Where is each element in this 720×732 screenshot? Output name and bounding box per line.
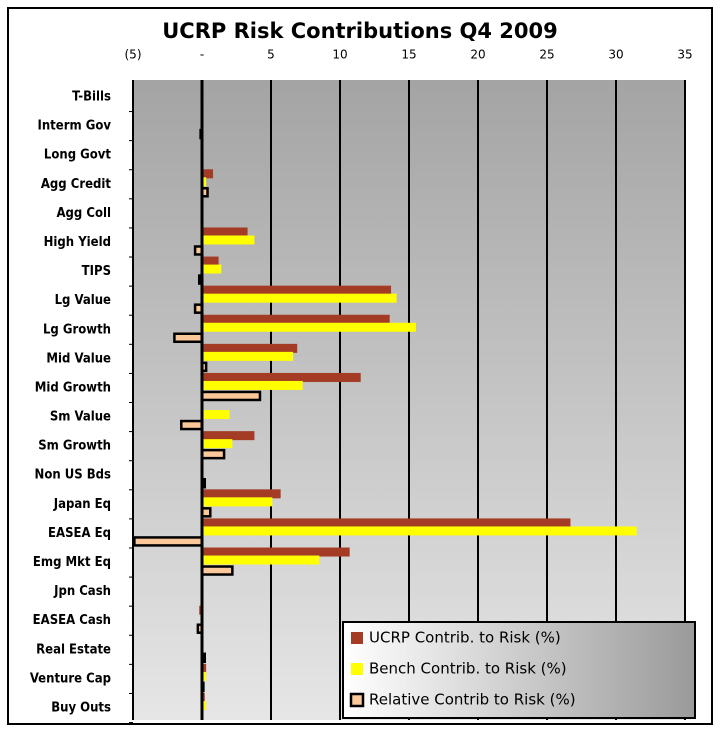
bar <box>202 547 350 557</box>
y-tick-label: Sm Value <box>50 410 111 425</box>
bar <box>202 518 571 528</box>
bar <box>200 448 226 460</box>
bar <box>202 410 230 420</box>
bar <box>202 663 207 673</box>
bar <box>202 439 233 449</box>
y-tick-label: Agg Coll <box>57 206 112 221</box>
bar <box>202 293 397 303</box>
x-tick-label: 10 <box>332 48 347 62</box>
y-tick-label: Mid Growth <box>35 380 111 395</box>
bar <box>202 489 281 499</box>
y-tick-label: T-Bills <box>72 90 111 105</box>
chart-title: UCRP Risk Contributions Q4 2009 <box>162 19 558 43</box>
legend-label: Bench Contrib. to Risk (%) <box>369 660 567 678</box>
bar <box>180 419 204 431</box>
y-tick-label: Lg Value <box>55 293 111 308</box>
bar <box>202 227 248 237</box>
bar <box>202 526 637 536</box>
y-tick-label: Venture Cap <box>30 671 111 686</box>
y-tick-label: EASEA Cash <box>33 613 111 628</box>
y-tick-label: Emg Mkt Eq <box>33 555 111 570</box>
bar <box>200 390 262 402</box>
bar <box>202 322 416 332</box>
legend-box <box>342 621 696 719</box>
x-tick-label: 30 <box>608 48 623 62</box>
x-tick-label: 15 <box>401 48 416 62</box>
bar <box>202 343 298 353</box>
bar <box>202 555 320 565</box>
y-tick-label: Jpn Cash <box>53 584 111 599</box>
x-tick-label: 20 <box>470 48 485 62</box>
y-tick-label: Buy Outs <box>51 701 111 716</box>
legend-label: UCRP Contrib. to Risk (%) <box>369 629 561 647</box>
x-tick-label: (5) <box>125 48 142 62</box>
legend-marker <box>351 632 363 644</box>
bar <box>202 701 207 710</box>
x-tick-label: 35 <box>677 48 692 62</box>
bar <box>200 565 234 576</box>
bar <box>202 285 392 295</box>
y-tick-label: TIPS <box>82 264 111 279</box>
bar <box>202 177 207 187</box>
bar <box>202 671 207 681</box>
y-tick-label: Mid Value <box>46 351 111 366</box>
bar <box>173 332 204 344</box>
y-tick-label: Agg Credit <box>41 177 112 192</box>
bar <box>202 372 361 382</box>
y-tick-label: Real Estate <box>36 642 111 657</box>
legend-label: Relative Contrib to Risk (%) <box>369 691 576 709</box>
bar <box>202 380 303 390</box>
y-tick-label: Lg Growth <box>43 322 111 337</box>
bar <box>202 264 222 274</box>
bar <box>202 351 294 361</box>
y-tick-label: Sm Growth <box>38 439 111 454</box>
y-tick-label: Long Govt <box>44 148 112 163</box>
x-tick-label: 25 <box>539 48 554 62</box>
y-tick-label: High Yield <box>44 235 111 250</box>
bar <box>133 536 204 547</box>
bar <box>202 256 219 266</box>
bar <box>202 314 390 324</box>
y-tick-label: Interm Gov <box>38 119 112 134</box>
y-tick-label: Japan Eq <box>53 497 111 512</box>
bar <box>202 431 255 441</box>
bar <box>202 169 214 179</box>
x-tick-label: 5 <box>267 48 275 62</box>
x-tick-label: - <box>200 48 204 62</box>
legend-marker <box>349 692 365 708</box>
bar <box>202 497 273 507</box>
legend-marker <box>351 663 363 675</box>
y-tick-label: EASEA Eq <box>48 526 111 541</box>
bar <box>202 235 255 245</box>
y-tick-label: Non US Bds <box>35 468 111 483</box>
